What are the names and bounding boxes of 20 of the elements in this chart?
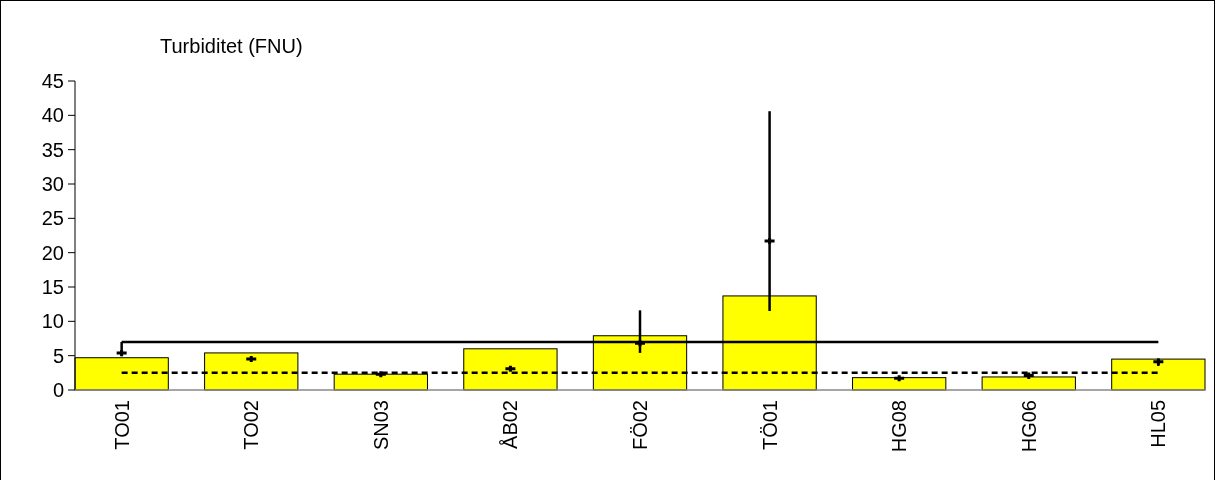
x-tick-label: SN03 — [369, 400, 392, 451]
y-tick-label: 15 — [41, 276, 64, 298]
x-tick-label: TO01 — [110, 400, 133, 450]
y-tick-label: 40 — [41, 104, 64, 127]
y-tick-label: 10 — [41, 310, 64, 333]
x-tick-label: HG06 — [1017, 400, 1040, 453]
y-tick-label: 5 — [52, 344, 64, 367]
y-tick-label: 0 — [52, 379, 64, 401]
x-tick-label: TÖ01 — [758, 400, 781, 451]
y-tick-label: 35 — [41, 138, 64, 161]
x-tick-label: TO02 — [240, 400, 263, 450]
chart-title: Turbiditet (FNU) — [160, 35, 303, 57]
x-tick-label: ÅB02 — [499, 400, 522, 449]
x-tick-label: FÖ02 — [629, 400, 651, 451]
y-tick-label: 30 — [41, 173, 64, 195]
x-tick-label: HL05 — [1147, 400, 1170, 448]
y-tick-label: 20 — [41, 241, 64, 264]
y-tick-label: 25 — [41, 207, 64, 230]
y-tick-label: 45 — [41, 70, 64, 92]
x-tick-label: HG08 — [888, 400, 911, 453]
